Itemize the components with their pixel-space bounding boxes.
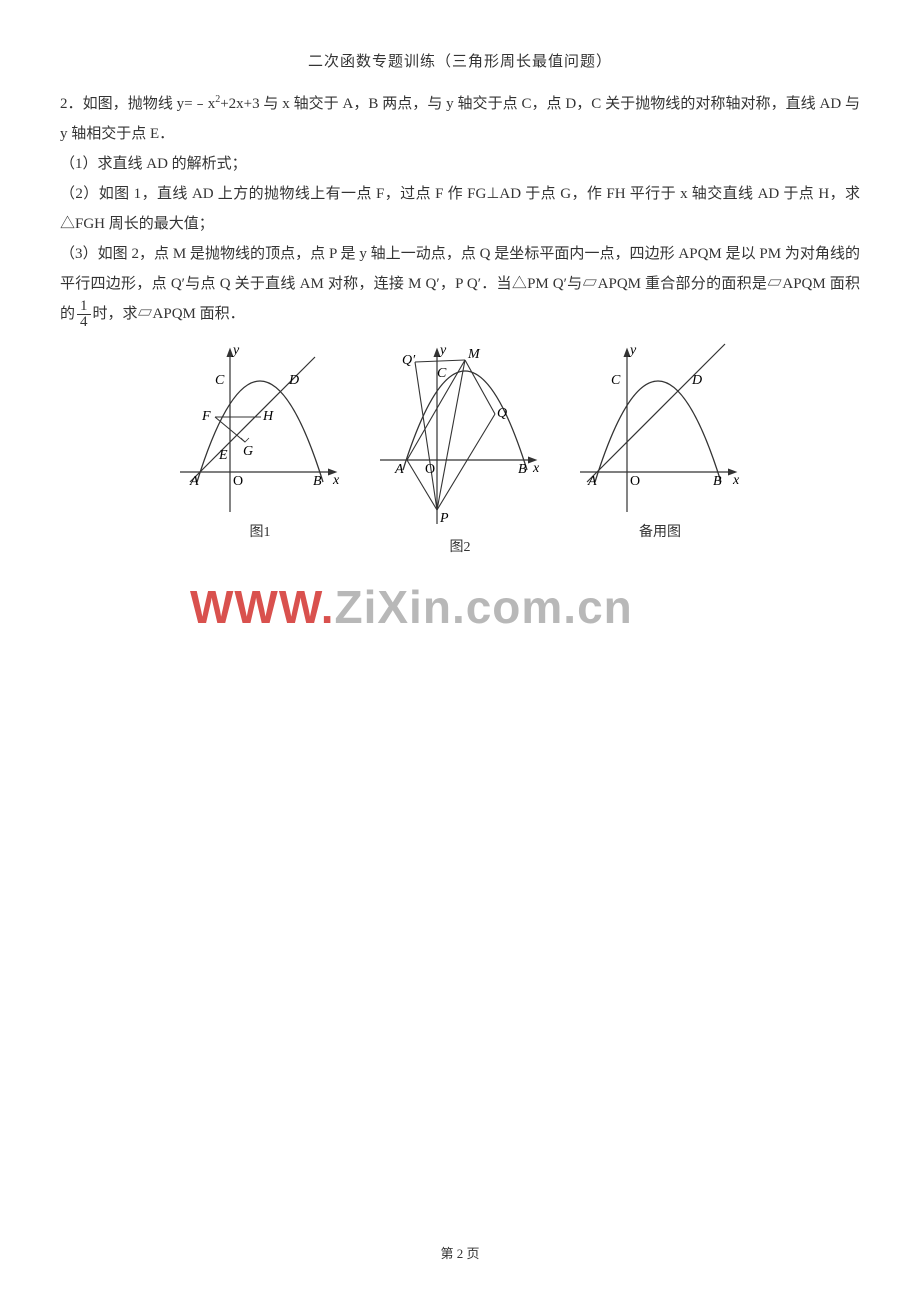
svg-text:x: x <box>332 473 340 488</box>
problem-number: 2． <box>60 96 83 112</box>
svg-text:A: A <box>394 462 404 477</box>
svg-text:A: A <box>587 474 597 489</box>
question-1: （1）求直线 AD 的解析式； <box>60 149 860 179</box>
figure-3-label: 备用图 <box>639 521 681 541</box>
svg-text:E: E <box>218 448 228 463</box>
fraction-den: 4 <box>77 315 91 330</box>
svg-text:C: C <box>215 373 225 388</box>
svg-text:G: G <box>243 444 253 459</box>
svg-text:y: y <box>438 343 447 358</box>
svg-text:x: x <box>532 461 540 476</box>
watermark-grey: ZiXin.com.cn <box>335 581 633 633</box>
svg-text:Q′: Q′ <box>402 353 416 368</box>
stem-text-1: 如图，抛物线 y=﹣x <box>83 96 216 112</box>
svg-text:H: H <box>262 409 274 424</box>
svg-text:F: F <box>201 409 211 424</box>
svg-text:B: B <box>518 462 527 477</box>
svg-text:Q: Q <box>497 406 507 421</box>
page-footer: 第 2 页 <box>0 1243 920 1262</box>
fraction-num: 1 <box>77 299 91 315</box>
fraction: 14 <box>77 299 91 330</box>
page-header: 二次函数专题训练（三角形周长最值问题） <box>60 50 860 71</box>
svg-text:x: x <box>732 473 740 488</box>
question-2: （2）如图 1，直线 AD 上方的抛物线上有一点 F，过点 F 作 FG⊥AD … <box>60 179 860 239</box>
page-number: 第 2 页 <box>440 1246 479 1261</box>
svg-text:M: M <box>467 347 481 362</box>
watermark-red: WWW. <box>190 581 335 633</box>
q3-text-b: 时，求▱APQM 面积． <box>93 306 245 322</box>
svg-text:B: B <box>313 474 322 489</box>
svg-text:C: C <box>437 366 447 381</box>
svg-text:B: B <box>713 474 722 489</box>
svg-text:O: O <box>233 474 243 489</box>
figure-2: y x O A B M C Q′ Q P 图2 <box>375 342 545 556</box>
figure-1-label: 图1 <box>250 521 271 541</box>
svg-text:O: O <box>425 462 435 477</box>
svg-text:D: D <box>691 373 702 388</box>
svg-text:y: y <box>231 343 240 358</box>
question-3: （3）如图 2，点 M 是抛物线的顶点，点 P 是 y 轴上一动点，点 Q 是坐… <box>60 239 860 330</box>
watermark: WWW.ZiXin.com.cn <box>190 580 633 634</box>
figures-row: y x O A B C D F H G E 图1 <box>60 342 860 556</box>
svg-text:y: y <box>628 343 637 358</box>
svg-text:O: O <box>630 474 640 489</box>
figure-2-label: 图2 <box>450 536 471 556</box>
svg-text:D: D <box>288 373 299 388</box>
svg-text:P: P <box>439 511 449 526</box>
figure-3: y x O A B C D 备用图 <box>575 342 745 556</box>
svg-text:C: C <box>611 373 621 388</box>
problem-stem: 2．如图，抛物线 y=﹣x2+2x+3 与 x 轴交于 A，B 两点，与 y 轴… <box>60 89 860 149</box>
figure-1: y x O A B C D F H G E 图1 <box>175 342 345 556</box>
svg-text:A: A <box>189 474 199 489</box>
